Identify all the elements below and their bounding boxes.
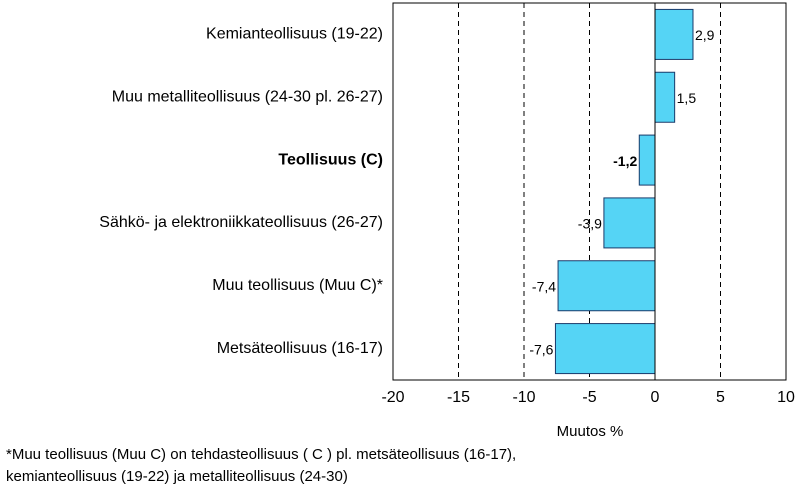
data-label: 1,5 [677, 90, 697, 106]
y-tick-label: Muu metalliteollisuus (24-30 pl. 26-27) [112, 88, 383, 105]
plot-frame [392, 2, 787, 381]
x-tick-label: -15 [447, 389, 470, 406]
data-label: -1,2 [613, 153, 637, 169]
x-tick-label: -10 [512, 389, 535, 406]
y-tick-label: Sähkö- ja elektroniikkateollisuus (26-27… [99, 214, 383, 231]
x-tick-label: 0 [651, 389, 660, 406]
data-label: -3,9 [578, 216, 602, 232]
footnote: *Muu teollisuus (Muu C) on tehdasteollis… [6, 446, 516, 463]
bar [557, 260, 656, 312]
y-tick-label: Teollisuus (C) [278, 151, 383, 168]
bar [638, 134, 656, 186]
y-tick-label: Muu teollisuus (Muu C)* [212, 277, 383, 294]
x-tick-label: 5 [716, 389, 725, 406]
x-tick-label: -5 [582, 389, 596, 406]
x-tick-label: 10 [777, 389, 795, 406]
y-tick-label: Metsäteollisuus (16-17) [217, 340, 383, 357]
bar [654, 71, 676, 123]
data-label: -7,4 [532, 278, 556, 294]
data-label: 2,9 [695, 27, 715, 43]
footnote: kemianteollisuus (19-22) ja metalliteoll… [6, 468, 348, 485]
bar [654, 8, 694, 60]
x-tick-label: -20 [381, 389, 404, 406]
bar [554, 323, 656, 375]
bar [603, 197, 656, 249]
y-tick-label: Kemianteollisuus (19-22) [206, 26, 383, 43]
data-label: -7,6 [529, 341, 553, 357]
x-axis-label: Muutos % [557, 423, 624, 440]
